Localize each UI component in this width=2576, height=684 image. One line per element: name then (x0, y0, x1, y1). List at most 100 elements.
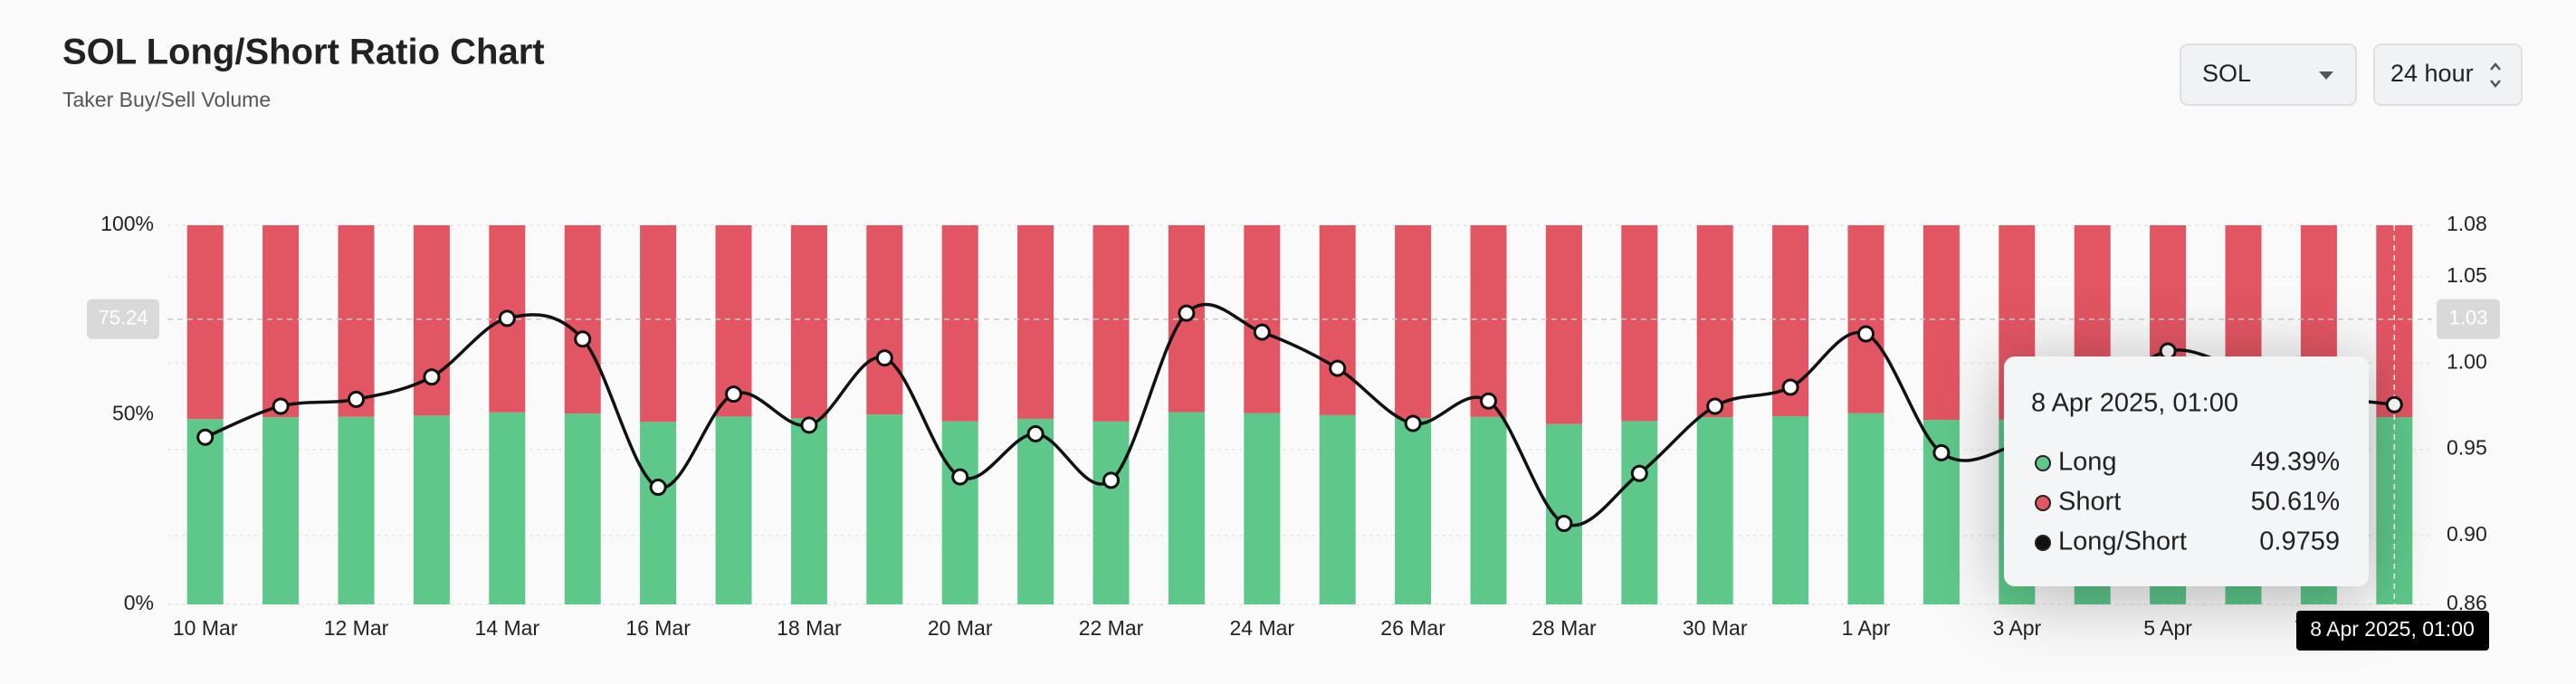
ratio-point (1630, 464, 1648, 482)
ratio-point (1102, 471, 1120, 489)
select-value[interactable]: 24 hour (2390, 60, 2474, 87)
bar-segment (1545, 225, 1582, 424)
bar-segment (186, 225, 224, 420)
bar-segment (941, 225, 978, 422)
ratio-point (800, 416, 818, 434)
asset-select[interactable]: SOL (2180, 43, 2357, 106)
x-tick-label: 24 Mar (1230, 616, 1295, 640)
bar-segment (1545, 423, 1582, 604)
bar-segment (1017, 225, 1054, 419)
select-value[interactable]: SOL (2202, 60, 2251, 87)
tooltip-title: 8 Apr 2025, 01:00 (2031, 389, 2238, 418)
bar-segment (1847, 413, 1884, 604)
y-tick-label: 50% (112, 402, 154, 425)
x-tick-label: 26 Mar (1380, 616, 1445, 640)
bar-segment (866, 225, 903, 415)
bar-segment (1922, 225, 1960, 421)
ratio-point (725, 385, 742, 404)
ratio-point (1857, 325, 1875, 343)
x-tick-label: 18 Mar (777, 616, 842, 640)
ratio-point (348, 390, 365, 408)
bar-segment (1696, 225, 1733, 418)
ratio-point (1026, 424, 1045, 442)
y2-tick-label: 1.08 (2447, 212, 2487, 235)
tooltip-name: Long/Short (2058, 527, 2187, 556)
select-box[interactable] (2373, 43, 2523, 106)
tooltip-swatch (2035, 495, 2051, 511)
crosshair-x-label: 8 Apr 2025, 01:00 (2310, 617, 2475, 641)
ratio-point (1706, 397, 1724, 415)
ratio-point (1555, 514, 1573, 532)
bar-segment (1244, 413, 1281, 604)
bar-segment (1395, 225, 1432, 419)
page-subtitle: Taker Buy/Sell Volume (62, 88, 271, 111)
bar-segment (640, 422, 677, 604)
bar-segment (941, 421, 978, 604)
ratio-point (2159, 342, 2177, 360)
x-tick-label: 10 Mar (173, 616, 238, 640)
tooltip-value: 50.61% (2251, 488, 2340, 517)
tooltip-value: 0.9759 (2259, 527, 2340, 556)
y2-tick-label: 1.00 (2447, 349, 2487, 373)
bar-segment (715, 225, 752, 417)
bar-segment (1319, 225, 1356, 415)
page-title: SOL Long/Short Ratio Chart (62, 33, 545, 72)
bar-segment (489, 412, 526, 604)
bar-segment (338, 225, 375, 417)
crosshair-y2-label: 1.03 (2449, 307, 2488, 329)
bar-segment (1470, 225, 1507, 417)
ratio-point (1404, 414, 1422, 432)
bar-segment (1319, 414, 1356, 604)
y2-tick-label: 0.90 (2447, 522, 2487, 546)
bar-segment (1470, 416, 1507, 604)
bar-segment (1772, 415, 1809, 604)
bar-segment (1621, 225, 1658, 422)
ratio-point (875, 349, 893, 367)
select-box[interactable] (2180, 43, 2357, 106)
bar-segment (564, 413, 601, 604)
ratio-point (272, 397, 290, 415)
x-tick-label: 16 Mar (625, 616, 691, 640)
bar-segment (715, 416, 752, 604)
bar-segment (866, 414, 903, 604)
bar-segment (790, 225, 827, 419)
bar-segment (186, 419, 224, 604)
crosshair-label-box (87, 299, 159, 339)
ratio-point (1253, 323, 1271, 341)
bar-segment (790, 418, 827, 604)
chevron (2490, 62, 2501, 88)
ratio-point (1480, 392, 1497, 410)
x-tick-label: 3 Apr (1992, 616, 2041, 640)
y2-tick-label: 1.05 (2447, 263, 2487, 287)
bar-segment (1168, 412, 1205, 604)
ratio-point (649, 478, 667, 496)
bar-segment (413, 415, 450, 604)
tooltip-swatch (2035, 455, 2051, 471)
crosshair-x-box (2296, 611, 2489, 651)
tooltip-value: 49.39% (2251, 448, 2340, 477)
bar-segment (1696, 417, 1733, 604)
bar-segment (1017, 418, 1054, 604)
ratio-point (196, 428, 215, 446)
crosshair-label-box (2437, 299, 2500, 339)
crosshair-y-label: 75.24 (98, 307, 148, 329)
y-tick-label: 100% (100, 212, 154, 235)
x-tick-label: 5 Apr (2143, 616, 2192, 640)
ratio-point (423, 368, 441, 386)
bar-segment (1395, 418, 1432, 604)
x-tick-label: 28 Mar (1531, 616, 1597, 640)
y2-tick-label: 0.86 (2447, 591, 2487, 614)
interval-select[interactable]: 24 hour (2373, 43, 2523, 106)
ratio-point (1329, 359, 1347, 377)
ratio-point (1781, 378, 1799, 396)
tooltip-swatch (2035, 535, 2051, 551)
bar-segment (338, 416, 375, 604)
x-tick-label: 22 Mar (1079, 616, 1144, 640)
ratio-point (498, 309, 516, 328)
bar-segment (1092, 421, 1130, 604)
x-tick-label: 30 Mar (1683, 616, 1748, 640)
y2-tick-label: 0.95 (2447, 436, 2487, 460)
x-tick-label: 12 Mar (324, 616, 389, 640)
tooltip-name: Short (2058, 488, 2121, 517)
